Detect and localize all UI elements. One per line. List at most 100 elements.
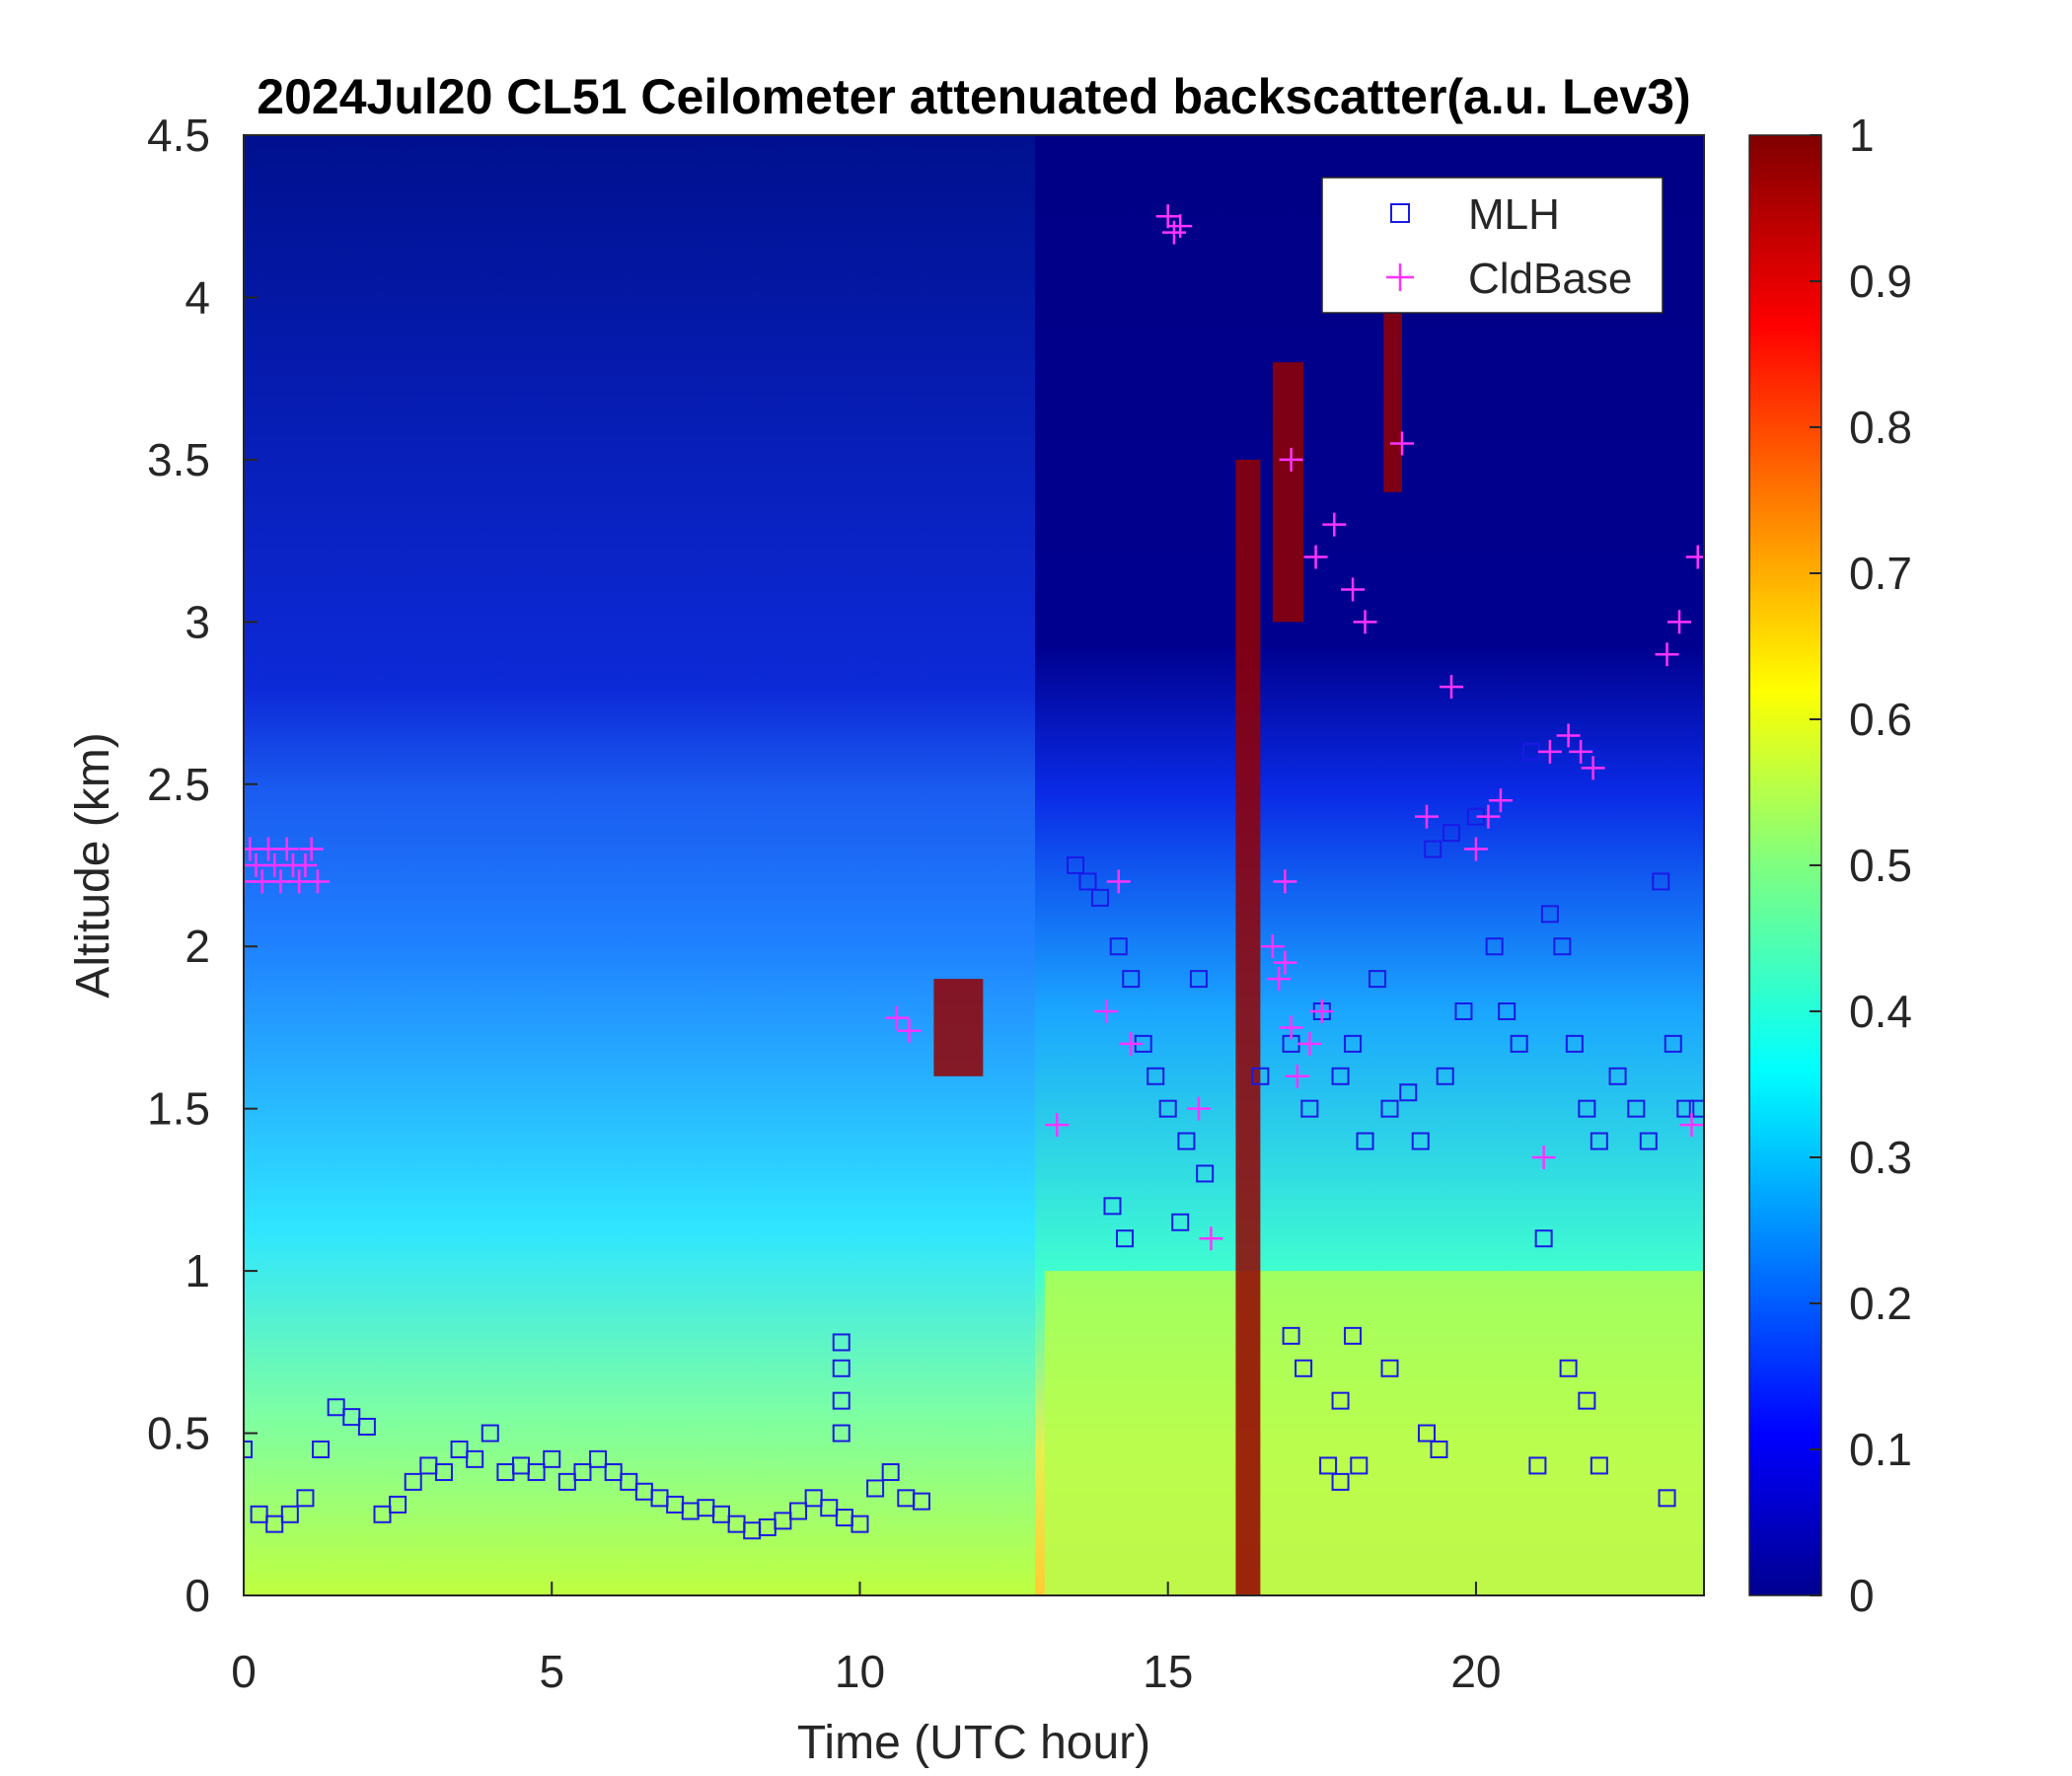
mlh-point <box>1590 1132 1608 1150</box>
cldbase-point <box>1119 1031 1144 1056</box>
y-axis-label: Altitude (km) <box>67 732 119 998</box>
mlh-point <box>1540 905 1559 924</box>
cldbase-point <box>1537 739 1562 764</box>
cldbase-point <box>1199 1226 1223 1251</box>
mlh-point <box>1091 888 1110 907</box>
x-tick-label: 5 <box>539 1646 564 1697</box>
mlh-point <box>620 1472 638 1491</box>
mlh-point <box>1498 1002 1517 1020</box>
mlh-point <box>527 1463 546 1482</box>
mlh-point <box>1380 1099 1399 1118</box>
heatmap-region <box>1272 362 1304 623</box>
heatmap-region <box>1235 459 1261 1595</box>
legend-mlh-label: MLH <box>1468 190 1560 239</box>
mlh-point <box>1608 1067 1627 1085</box>
mlh-point <box>1350 1456 1369 1475</box>
mlh-point <box>280 1505 299 1523</box>
cldbase-point <box>1581 756 1605 780</box>
cldbase-point <box>1273 950 1297 975</box>
mlh-point <box>1528 1456 1547 1475</box>
x-tick-label: 10 <box>835 1646 885 1697</box>
mlh-point <box>604 1463 623 1482</box>
legend-box <box>1321 177 1664 314</box>
mlh-point <box>589 1449 608 1468</box>
mlh-point <box>1399 1083 1418 1102</box>
y-tick-label: 1 <box>185 1245 210 1296</box>
heatmap-region <box>1044 1271 1704 1595</box>
mlh-point <box>1331 1391 1350 1410</box>
mlh-point <box>265 1515 284 1533</box>
mlh-point <box>1189 970 1208 989</box>
mlh-point <box>1424 840 1443 858</box>
mlh-point <box>881 1463 900 1482</box>
cldbase-point <box>305 869 330 894</box>
cldbase-point <box>1303 545 1328 569</box>
chart-title: 2024Jul20 CL51 Ceilometer attenuated bac… <box>257 69 1690 124</box>
cldbase-point <box>1279 447 1303 472</box>
mlh-point <box>1578 1099 1596 1118</box>
cldbase-point <box>1655 642 1679 667</box>
y-axis: 0 0.5 1 1.5 2 2.5 3 3.5 4 4.5 <box>147 110 258 1621</box>
mlh-point <box>789 1502 808 1520</box>
colorbar-tick-label: 0.6 <box>1849 694 1912 745</box>
mlh-point <box>1664 1034 1682 1053</box>
cldbase-point <box>1273 869 1297 894</box>
mlh-point <box>832 1391 851 1410</box>
colorbar-tick-label: 0.3 <box>1849 1132 1912 1183</box>
mlh-point <box>573 1463 592 1482</box>
heatmap-region <box>1383 313 1403 492</box>
x-axis: 0 5 10 15 20 <box>231 1582 1502 1697</box>
mlh-point <box>342 1408 361 1427</box>
mlh-point <box>1658 1489 1676 1508</box>
mlh-point <box>1196 1164 1215 1183</box>
cldbase-point <box>1155 204 1180 229</box>
y-tick-label: 0 <box>185 1570 210 1621</box>
colorbar-ticks: 0 0.1 0.2 0.3 0.4 0.5 0.6 0.7 0.8 0.9 1 <box>1810 110 1912 1621</box>
mlh-point <box>250 1505 268 1523</box>
mlh-point <box>851 1515 869 1533</box>
mlh-point <box>820 1499 839 1517</box>
mlh-point <box>1430 1441 1448 1458</box>
mlh-point <box>466 1449 484 1468</box>
cldbase-point <box>1414 804 1439 829</box>
cldbase-point <box>1267 967 1292 992</box>
mlh-point <box>804 1489 823 1508</box>
cldbase-point <box>1463 837 1488 861</box>
cldbase-point <box>1685 545 1704 569</box>
cldbase-point <box>274 837 299 861</box>
mlh-point <box>832 1424 851 1443</box>
mlh-point <box>1067 856 1085 874</box>
cldbase-point <box>1353 610 1377 634</box>
mlh-point <box>1559 1359 1578 1377</box>
legend-mlh-marker <box>1390 203 1410 223</box>
colorbar-tick-label: 0.2 <box>1849 1278 1912 1329</box>
mlh-point <box>1417 1424 1436 1443</box>
mlh-point <box>1639 1132 1658 1150</box>
cldbase-point <box>1667 610 1692 634</box>
mlh-point <box>1295 1359 1313 1377</box>
mlh-point <box>711 1505 730 1523</box>
mlh-point <box>1411 1132 1430 1150</box>
cldbase-point <box>299 837 324 861</box>
cldbase-point <box>1168 214 1193 239</box>
cldbase-point <box>1186 1096 1211 1121</box>
cldbase-point <box>1679 1113 1704 1138</box>
mlh-point <box>312 1441 331 1458</box>
legend-cldbase-marker <box>1386 263 1414 291</box>
colorbar-tick-label: 0.9 <box>1849 256 1912 307</box>
cldbase-point <box>1390 431 1415 456</box>
mlh-point <box>1356 1132 1374 1150</box>
mlh-point <box>481 1424 499 1443</box>
cldbase-point <box>1285 1064 1309 1088</box>
mlh-point <box>912 1492 930 1511</box>
mlh-point <box>557 1472 576 1491</box>
mlh-point <box>1122 970 1141 989</box>
cldbase-point <box>1531 1146 1556 1169</box>
y-tick-label: 2.5 <box>147 759 210 810</box>
mlh-point <box>404 1472 422 1491</box>
colorbar-gradient <box>1748 134 1822 1596</box>
y-tick-label: 4.5 <box>147 110 210 161</box>
mlh-point <box>1534 1229 1553 1248</box>
cldbase-point <box>1260 934 1285 959</box>
mlh-point <box>1652 872 1670 891</box>
